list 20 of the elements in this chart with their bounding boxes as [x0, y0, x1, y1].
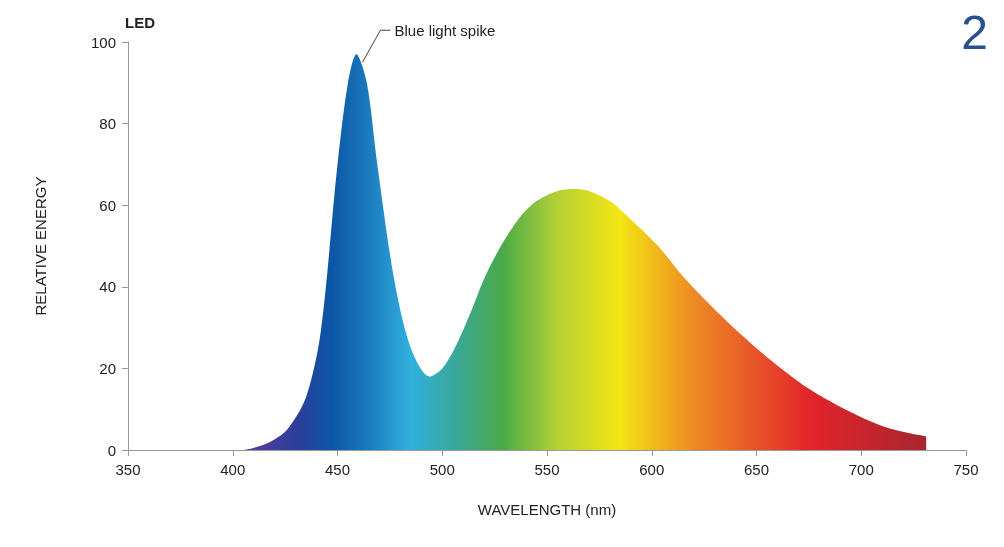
annotation: 2: [961, 5, 989, 59]
y-tick-label: 100: [90, 33, 116, 51]
x-tick-label: 650: [743, 461, 770, 478]
x-tick-label: 500: [429, 461, 455, 478]
chart-title: LED: [125, 14, 156, 31]
x-tick-label: 600: [639, 461, 665, 478]
y-tick-label: 60: [99, 196, 116, 214]
x-tick-label: 350: [115, 461, 141, 478]
y-tick-label: 40: [99, 278, 116, 296]
x-axis-title: WAVELENGTH (nm): [477, 501, 617, 518]
y-tick-label: 20: [99, 359, 116, 377]
x-tick-label: 700: [848, 461, 874, 478]
x-tick-label: 450: [324, 461, 351, 478]
x-tick-label: 550: [534, 461, 560, 478]
y-tick-label: 80: [99, 115, 116, 133]
y-tick-label: 0: [107, 441, 116, 459]
annotation: Blue light spike: [394, 21, 496, 39]
x-tick-label: 400: [220, 461, 246, 478]
x-tick-label: 750: [953, 461, 979, 478]
y-axis-title: RELATIVE ENERGY: [32, 176, 49, 316]
